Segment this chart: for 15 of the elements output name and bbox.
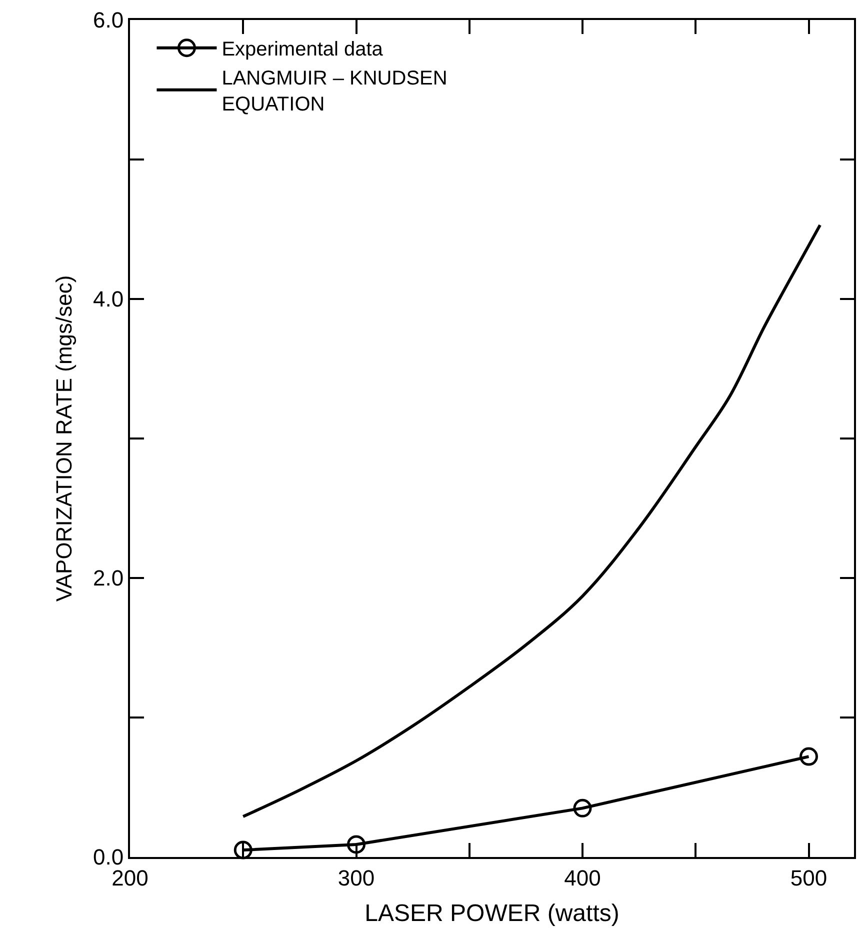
y-tick-label: 2.0 [93, 566, 124, 591]
legend-label: Experimental data [222, 38, 384, 61]
y-axis-title: VAPORIZATION RATE (mgs/sec) [51, 275, 76, 602]
y-tick-label: 4.0 [93, 286, 124, 312]
point [347, 835, 366, 854]
point [573, 798, 592, 818]
x-axis-title: LASER POWER (watts) [364, 900, 620, 928]
x-tick-label: 500 [790, 865, 828, 890]
point [234, 840, 252, 860]
x-tick-label: 300 [338, 865, 375, 890]
x-tick-label: 400 [564, 865, 601, 890]
y-tick-label: 6.0 [93, 8, 124, 33]
point [800, 747, 818, 766]
legend-label: LANGMUIR – KNUDSEN EQUATION [222, 68, 448, 116]
line-series [242, 224, 822, 818]
